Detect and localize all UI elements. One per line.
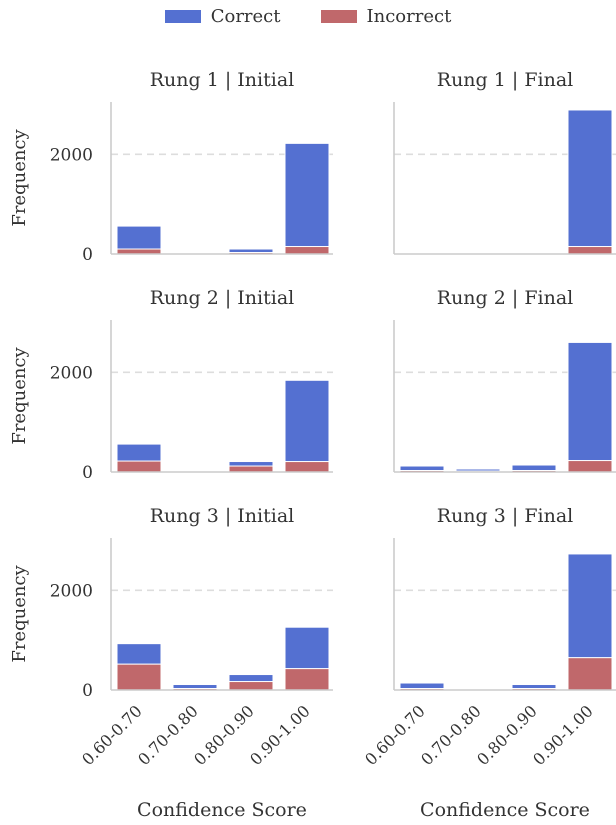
bar-correct	[511, 464, 557, 472]
bar-incorrect	[284, 461, 330, 473]
bar-correct	[116, 225, 162, 250]
y-tick-label: 0	[82, 463, 93, 483]
bar-correct	[284, 626, 330, 670]
bar-incorrect	[284, 246, 330, 255]
x-tick-label: 0.70-0.80	[134, 701, 202, 769]
x-tick-label: 0.60-0.70	[78, 701, 146, 769]
bar-incorrect	[284, 668, 330, 691]
bar-correct	[228, 248, 274, 254]
bar-correct	[228, 461, 274, 467]
bar-correct	[284, 379, 330, 463]
x-tick-label: 0.90-1.00	[529, 701, 597, 769]
y-tick-label: 2000	[50, 363, 93, 383]
legend-label-incorrect: Incorrect	[366, 6, 452, 27]
legend-label-correct: Correct	[210, 6, 281, 27]
bar-incorrect	[567, 246, 613, 255]
bar-correct	[455, 468, 501, 472]
bar-correct	[116, 443, 162, 462]
x-tick-label: 0.80-0.90	[190, 701, 258, 769]
bar-incorrect	[228, 681, 274, 691]
bar-correct	[228, 674, 274, 683]
legend-swatch-correct	[164, 10, 201, 23]
y-tick-label: 0	[82, 245, 93, 265]
legend: Correct Incorrect	[0, 6, 616, 27]
bar-correct	[284, 142, 330, 248]
bar-incorrect	[116, 460, 162, 473]
x-tick-label: 0.60-0.70	[361, 701, 429, 769]
y-tick-label: 2000	[50, 581, 93, 601]
panel-title: Rung 3 | Final	[437, 505, 573, 527]
legend-swatch-incorrect	[320, 10, 357, 23]
bar-correct	[567, 109, 613, 248]
y-tick-label: 0	[82, 681, 93, 701]
panel-title: Rung 1 | Final	[437, 69, 573, 91]
legend-item-incorrect: Incorrect	[320, 6, 452, 27]
y-tick-label: 2000	[50, 145, 93, 165]
panel-title: Rung 2 | Initial	[150, 287, 295, 309]
bar-correct	[399, 682, 445, 690]
bar-correct	[511, 684, 557, 690]
bar-correct	[399, 465, 445, 472]
x-tick-label: 0.90-1.00	[246, 701, 314, 769]
bar-incorrect	[567, 460, 613, 473]
x-axis-label: Confidence Score	[137, 799, 307, 821]
y-axis-label: Frequency	[9, 346, 30, 444]
panel-title: Rung 2 | Final	[437, 287, 573, 309]
bar-correct	[567, 553, 613, 659]
bar-correct	[116, 643, 162, 665]
x-axis-label: Confidence Score	[420, 799, 590, 821]
panel-title: Rung 1 | Initial	[150, 69, 295, 91]
bar-correct	[172, 684, 218, 690]
bar-incorrect	[567, 657, 613, 691]
legend-item-correct: Correct	[164, 6, 281, 27]
bar-incorrect	[228, 465, 274, 473]
x-tick-label: 0.80-0.90	[473, 701, 541, 769]
x-tick-label: 0.70-0.80	[417, 701, 485, 769]
y-axis-label: Frequency	[9, 564, 30, 662]
bar-incorrect	[116, 663, 162, 691]
bar-correct	[567, 341, 613, 462]
panel-title: Rung 3 | Initial	[150, 505, 295, 527]
y-axis-label: Frequency	[9, 128, 30, 226]
